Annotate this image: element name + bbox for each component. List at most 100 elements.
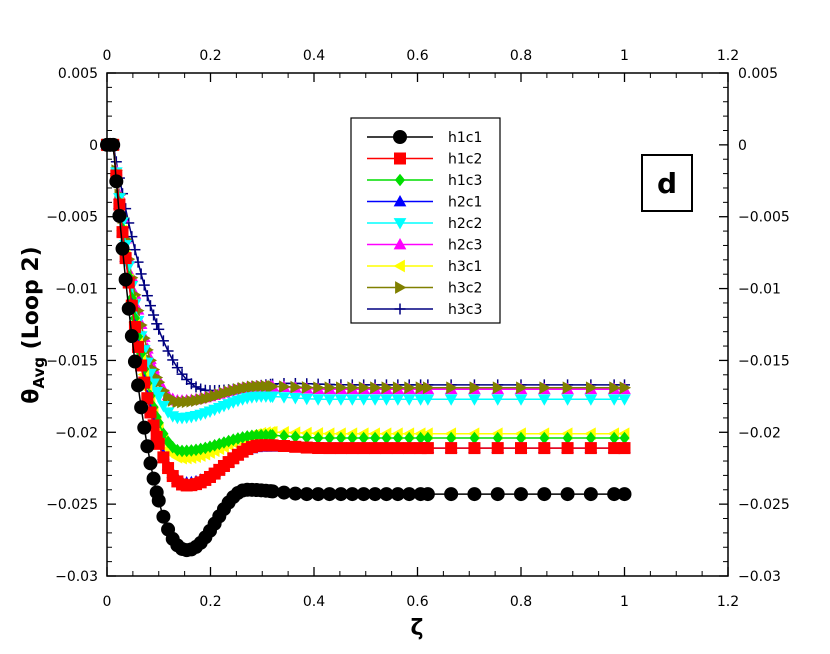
data-point-h1c1	[112, 208, 127, 223]
series-layer	[100, 137, 632, 558]
y-axis-title-sub: Avg	[30, 357, 48, 389]
y-tick-label-right: −0.005	[738, 210, 790, 226]
data-point-h1c2	[515, 442, 527, 455]
x-tick-label-top: 0.6	[406, 48, 428, 64]
data-point-h3c2	[301, 381, 314, 394]
data-point-h3c2	[415, 381, 428, 395]
data-point-h1c1	[156, 509, 171, 524]
data-point-h1c1	[444, 487, 459, 502]
data-point-h1c1	[146, 471, 161, 486]
data-point-h2c2	[300, 393, 314, 406]
y-tick-label-right: 0	[738, 138, 747, 154]
data-point-h2c2	[607, 394, 621, 406]
data-point-h1c2	[468, 442, 481, 455]
legend-label: h3c2	[448, 281, 482, 297]
x-tick-label-top: 0	[103, 48, 112, 64]
x-tick-label-bottom: 0	[103, 594, 112, 610]
data-point-h1c2	[152, 437, 165, 450]
legend-marker	[393, 259, 405, 273]
data-point-h3c2	[516, 381, 528, 395]
x-tick-label-top: 0.2	[199, 48, 221, 64]
x-tick-label-bottom: 0.8	[510, 594, 532, 610]
data-point-h1c2	[266, 439, 279, 452]
y-axis-title-rest: (Loop 2)	[19, 246, 44, 357]
data-point-h1c2	[323, 442, 336, 455]
legend-label: h1c3	[448, 173, 482, 189]
legend-item-h1c1: h1c1	[367, 130, 482, 146]
data-point-h1c2	[300, 441, 313, 454]
legend-item-h1c3: h1c3	[367, 173, 482, 189]
data-point-h2c2	[444, 394, 458, 406]
data-point-h1c1	[131, 378, 146, 393]
y-tick-label-left: 0.005	[58, 66, 98, 82]
data-point-h1c2	[403, 442, 416, 455]
data-point-h3c2	[279, 380, 291, 394]
data-point-h3c2	[539, 381, 551, 395]
y-tick-label-left: −0.02	[55, 425, 98, 441]
y-tick-label-left: −0.01	[55, 282, 98, 298]
x-tick-label-bottom: 1	[620, 594, 629, 610]
x-tick-label-bottom: 0.6	[406, 594, 428, 610]
legend-label: h2c3	[448, 238, 482, 254]
data-point-h1c2	[538, 442, 551, 455]
y-tick-label-right: −0.02	[738, 425, 781, 441]
data-point-h2c2	[266, 391, 279, 404]
legend-marker	[394, 152, 406, 165]
legend-marker	[393, 237, 407, 250]
data-point-h3c2	[619, 381, 632, 395]
data-point-h3c2	[404, 381, 416, 395]
data-point-h3c2	[336, 381, 348, 395]
x-tick-label-top: 0.8	[510, 48, 532, 64]
data-point-h2c2	[537, 394, 551, 406]
data-point-h2c2	[468, 394, 481, 406]
legend: h1c1 h1c2 h1c3 h2c1 h2c2 h2c3 h3c1 h3c2 h3c3	[350, 117, 501, 324]
data-point-h1c2	[391, 442, 404, 455]
data-point-h1c2	[157, 451, 170, 464]
data-point-h1c1	[115, 241, 130, 256]
legend-marker	[393, 194, 407, 207]
data-point-h3c2	[313, 381, 325, 395]
data-point-h1c2	[561, 442, 574, 455]
x-tick-label-top: 1.2	[717, 48, 739, 64]
data-point-h1c1	[127, 354, 142, 369]
legend-item-h2c2: h2c2	[367, 216, 482, 232]
legend-marker	[393, 130, 407, 144]
data-point-h2c2	[618, 394, 631, 406]
data-point-h1c1	[490, 487, 505, 502]
legend-item-h3c1: h3c1	[367, 259, 482, 275]
legend-marker	[393, 218, 407, 230]
data-point-h1c1	[140, 439, 155, 454]
data-point-h1c2	[346, 442, 359, 455]
data-point-h3c2	[381, 381, 393, 395]
data-point-h1c1	[467, 487, 482, 502]
y-tick-label-left: 0	[89, 138, 98, 154]
data-point-h2c2	[561, 394, 574, 406]
x-tick-label-bottom: 0.2	[199, 594, 221, 610]
data-point-h1c2	[289, 440, 302, 453]
data-point-h1c1	[124, 329, 139, 344]
data-point-h2c2	[323, 394, 336, 406]
data-point-h3c2	[370, 381, 382, 395]
data-point-h3c2	[290, 380, 302, 394]
data-point-h1c2	[618, 442, 631, 455]
data-point-h2c2	[584, 394, 598, 406]
data-point-h3c2	[562, 381, 575, 395]
data-point-h1c1	[514, 487, 528, 502]
y-tick-label-right: −0.025	[738, 497, 790, 513]
y-tick-label-left: −0.015	[46, 353, 98, 369]
legend-item-h3c2: h3c2	[367, 281, 482, 297]
data-point-h1c2	[445, 442, 458, 455]
legend-label: h1c2	[448, 152, 482, 168]
legend-item-h1c2: h1c2	[367, 152, 482, 168]
data-point-h1c1	[109, 174, 124, 189]
x-tick-label-top: 1	[620, 48, 629, 64]
data-point-h2c2	[357, 394, 371, 406]
series-h1c2	[101, 138, 631, 492]
panel-label-text: d	[657, 167, 677, 200]
data-point-h1c1	[143, 456, 158, 471]
legend-item-h3c3: h3c3	[367, 302, 482, 318]
data-point-h3c2	[469, 381, 481, 395]
data-point-h1c1	[134, 400, 149, 415]
y-tick-label-right: −0.03	[738, 569, 781, 585]
